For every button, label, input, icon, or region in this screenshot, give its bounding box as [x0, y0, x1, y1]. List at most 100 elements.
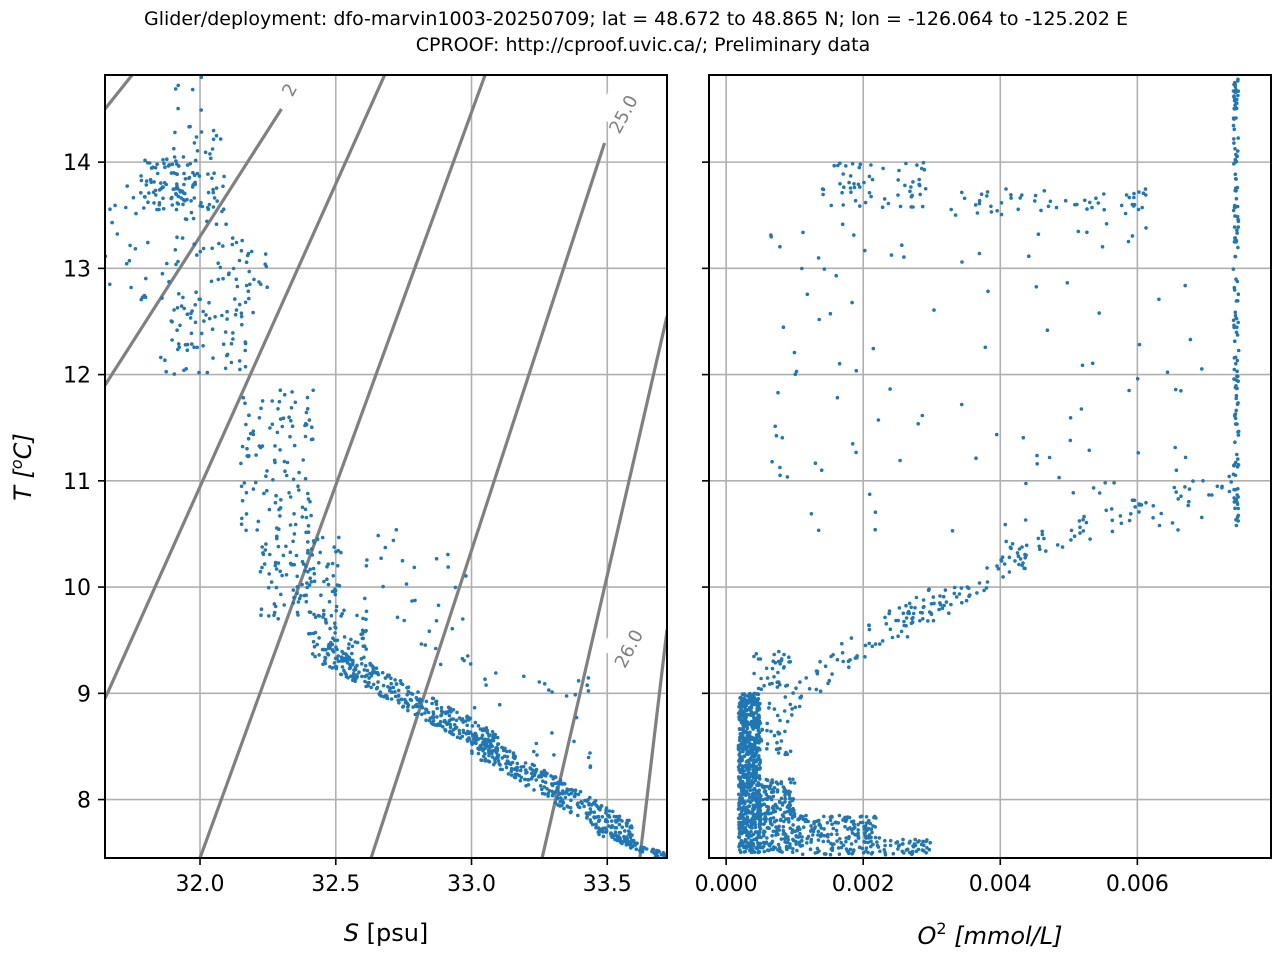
ts-point	[532, 773, 537, 777]
ts-point	[342, 635, 347, 639]
oxygen-point	[751, 797, 755, 801]
ts-point	[207, 300, 211, 305]
oxygen-point	[765, 742, 770, 746]
oxygen-point	[785, 809, 790, 814]
ts-point	[188, 316, 193, 320]
oxygen-point	[947, 611, 951, 615]
oxygen-point	[875, 840, 879, 844]
oxygen-point	[761, 831, 766, 835]
ts-point	[221, 184, 225, 189]
oxygen-point	[1210, 493, 1214, 497]
ts-point	[482, 727, 487, 731]
ts-point	[193, 182, 197, 187]
oxygen-point	[1174, 490, 1178, 494]
oxygen-point	[775, 713, 780, 718]
oxygen-point	[896, 634, 900, 638]
oxygen-point	[901, 837, 905, 842]
ts-point	[561, 789, 565, 793]
oxygen-point	[870, 830, 874, 835]
oxygen-point	[779, 739, 784, 743]
ts-point	[539, 770, 544, 774]
ts-point	[146, 200, 150, 204]
oxygen-point	[906, 611, 910, 615]
oxygen-point	[1234, 152, 1238, 157]
oxygen-point	[1023, 518, 1028, 522]
oxygen-point	[883, 852, 888, 857]
ts-point	[509, 762, 513, 767]
oxygen-point	[920, 848, 925, 852]
ts-point	[474, 741, 478, 745]
ts-point	[181, 295, 185, 300]
oxygen-point	[1036, 536, 1041, 541]
oxygen-point	[1235, 369, 1239, 374]
ts-point	[448, 722, 453, 727]
ts-point	[144, 179, 149, 183]
ts-point	[488, 744, 492, 749]
oxygen-point	[902, 255, 906, 259]
ts-point	[108, 282, 112, 287]
oxygen-point	[926, 588, 931, 593]
ts-point	[610, 809, 615, 814]
ts-scatter-points	[105, 75, 667, 858]
ts-point	[362, 655, 366, 660]
ts-point	[359, 657, 364, 661]
ts-point	[296, 600, 301, 604]
oxygen-point	[888, 838, 893, 843]
ts-point	[311, 388, 316, 393]
oxygen-point	[1090, 205, 1094, 210]
oxygen-point	[1234, 316, 1238, 321]
ts-y-tick-label-3: 11	[63, 470, 91, 495]
ts-point	[273, 560, 278, 565]
density-contours: 225.026.0	[105, 75, 667, 858]
oxygen-point	[1097, 491, 1102, 495]
oxygen-point	[777, 799, 782, 804]
ts-point	[144, 183, 149, 187]
ts-point	[175, 328, 179, 333]
ts-point	[173, 171, 178, 176]
ts-point	[169, 196, 173, 201]
ts-point	[195, 171, 200, 176]
ts-point	[331, 574, 336, 578]
oxygen-point	[766, 805, 771, 809]
oxygen-point	[902, 623, 906, 628]
density-contour-4	[369, 142, 607, 858]
ts-point	[252, 277, 256, 282]
oxygen-point	[854, 839, 858, 843]
oxygen-point	[777, 828, 781, 832]
ts-point	[393, 678, 397, 682]
ts-point	[213, 315, 217, 319]
oxygen-point	[765, 728, 769, 733]
oxygen-point	[866, 827, 870, 831]
oxygen-point	[747, 810, 752, 814]
ts-point	[115, 232, 120, 236]
oxygen-point	[909, 185, 913, 189]
oxygen-point	[927, 847, 932, 852]
oxygen-point	[764, 840, 769, 844]
oxygen-point	[1017, 562, 1021, 567]
ts-point	[495, 735, 500, 740]
oxygen-point	[1233, 473, 1238, 478]
oxygen-point	[857, 845, 862, 850]
ts-point	[143, 295, 148, 300]
ts-point	[273, 563, 278, 568]
oxygen-point	[759, 835, 763, 840]
oxygen-point	[798, 827, 802, 832]
ts-point	[346, 657, 351, 662]
oxygen-point	[999, 212, 1004, 217]
ts-point	[473, 732, 478, 736]
ts-point	[304, 530, 308, 535]
oxygen-point	[995, 209, 999, 213]
oxygen-point	[745, 823, 750, 827]
ts-point	[242, 481, 247, 485]
oxygen-point	[870, 644, 875, 649]
ts-point	[214, 133, 219, 138]
ts-point	[290, 562, 294, 567]
ts-point	[321, 608, 326, 613]
oxygen-point	[743, 721, 748, 726]
ts-point	[512, 767, 517, 771]
ts-point	[560, 798, 565, 802]
oxygen-point	[1234, 189, 1238, 193]
oxygen-point	[1018, 557, 1023, 561]
ts-point	[189, 331, 194, 336]
ts-point	[276, 617, 281, 621]
